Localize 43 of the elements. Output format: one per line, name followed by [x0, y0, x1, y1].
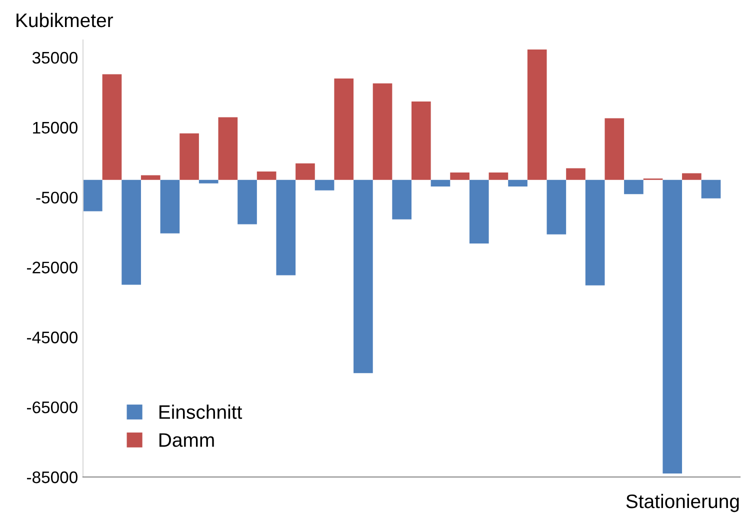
y-tick-label: -85000	[26, 471, 78, 484]
bar	[527, 49, 547, 180]
y-axis-title: Kubikmeter	[16, 12, 114, 28]
bar	[296, 163, 315, 180]
bar	[354, 180, 373, 374]
bar	[604, 118, 624, 180]
bar	[83, 180, 102, 212]
bar	[508, 180, 528, 186]
bar	[701, 180, 721, 198]
bar	[585, 180, 605, 286]
x-axis-title: Stationierung	[626, 494, 739, 512]
bar	[180, 133, 199, 180]
bar	[488, 172, 508, 180]
bar	[334, 78, 354, 180]
bar	[256, 171, 276, 180]
bar	[412, 102, 431, 180]
y-tick-label: -25000	[26, 262, 78, 274]
bar	[314, 180, 334, 190]
bar	[624, 180, 644, 194]
bar	[392, 180, 412, 220]
bar	[662, 180, 682, 474]
y-tick-label: 15000	[33, 122, 78, 134]
bar	[430, 180, 450, 186]
bar	[546, 180, 566, 234]
bar	[122, 180, 141, 285]
bar	[372, 83, 392, 180]
y-tick-label: -65000	[26, 401, 78, 414]
bar	[238, 180, 257, 224]
bar	[160, 180, 180, 234]
legend-label: Einschnitt	[159, 404, 242, 419]
bar	[276, 180, 296, 276]
bar	[566, 168, 586, 180]
legend-label: Damm	[159, 433, 214, 447]
bar	[682, 173, 702, 180]
bar	[140, 175, 160, 180]
bar	[102, 74, 122, 180]
bar	[198, 180, 218, 184]
y-tick-label: 35000	[32, 52, 78, 64]
y-tick-label: -5000	[36, 192, 78, 204]
y-tick-label: -45000	[26, 332, 78, 344]
bar	[469, 180, 489, 244]
bar	[450, 172, 470, 180]
bar	[218, 117, 238, 180]
